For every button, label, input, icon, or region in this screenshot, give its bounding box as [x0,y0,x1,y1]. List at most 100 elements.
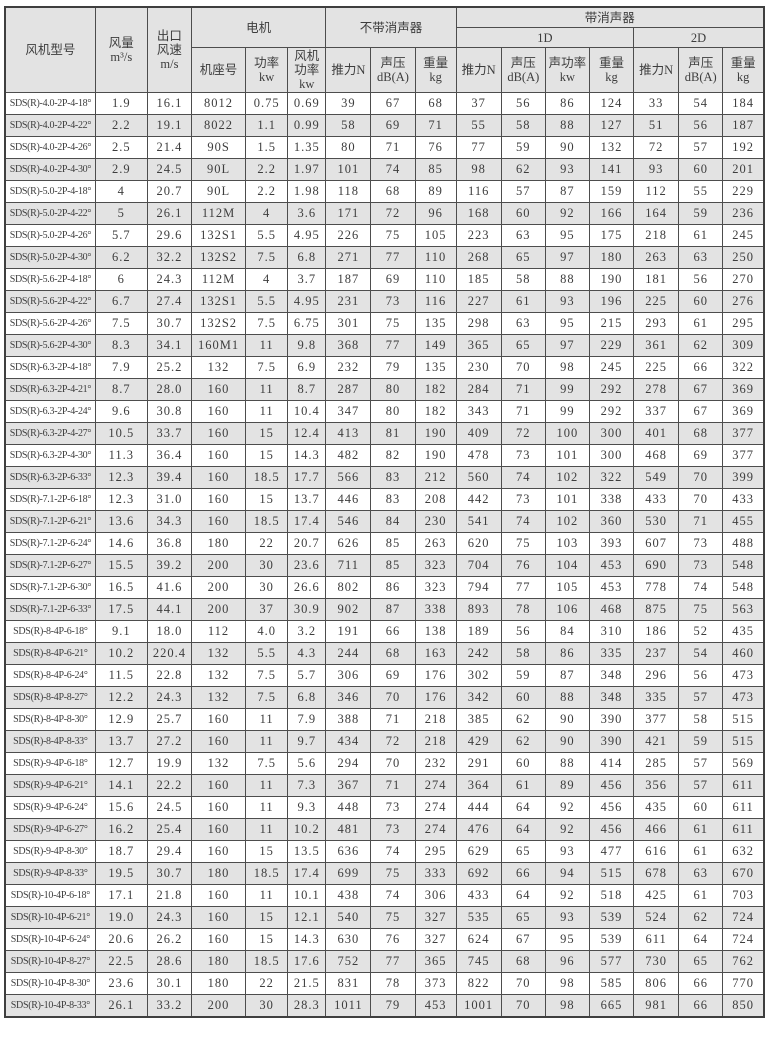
value-cell: 87 [370,598,416,621]
value-cell: 176 [414,664,457,687]
table-row: SDS(R)-9-4P-8-33° 19.5 30.7 180 18.5 17.4 699 7… [4,862,765,885]
value-cell: 13.7 [287,488,327,511]
value-cell: 149 [414,334,457,357]
value-cell: 32.2 [146,246,192,269]
value-cell: 29.6 [146,224,192,247]
model-cell: SDS(R)-8-4P-6-21° [4,642,96,665]
value-cell: 10.4 [287,400,327,423]
value-cell: 73 [678,532,724,555]
model-cell: SDS(R)-6.3-2P-4-18° [4,356,96,379]
value-cell: 96 [414,202,457,225]
table-row: SDS(R)-8-4P-8-27° 12.2 24.3 132 7.5 6.8 346 70 1… [4,686,765,709]
value-cell: 12.2 [94,686,148,709]
value-cell: 4 [245,268,289,291]
value-cell: 132S1 [190,290,247,313]
value-cell: 160 [190,730,247,753]
value-cell: 92 [544,796,590,819]
value-cell: 15.6 [94,796,148,819]
value-cell: 690 [633,554,680,577]
value-cell: 348 [588,686,635,709]
value-cell: 67 [500,928,546,951]
value-cell: 284 [455,378,502,401]
value-cell: 5.6 [287,752,327,775]
value-cell: 388 [325,708,372,731]
value-cell: 30.9 [287,598,327,621]
value-cell: 166 [588,202,635,225]
value-cell: 196 [588,290,635,313]
value-cell: 60 [500,686,546,709]
value-cell: 63 [500,224,546,247]
value-cell: 460 [722,642,765,665]
value-cell: 8022 [190,114,247,137]
value-cell: 806 [633,972,680,995]
value-cell: 61 [678,312,724,335]
value-cell: 70 [678,488,724,511]
model-cell: SDS(R)-10-4P-8-30° [4,972,96,995]
col-header-sound-pressure-1d: 声压 dB(A) [500,47,546,93]
value-cell: 65 [500,840,546,863]
value-cell: 58 [500,268,546,291]
value-cell: 69 [370,114,416,137]
value-cell: 322 [588,466,635,489]
value-cell: 56 [500,620,546,643]
table-row: SDS(R)-8-4P-6-18° 9.1 18.0 112 4.0 3.2 191 66 13… [4,620,765,643]
value-cell: 187 [325,268,372,291]
value-cell: 434 [325,730,372,753]
value-cell: 118 [325,180,372,203]
value-cell: 15 [245,840,289,863]
table-header: 风机型号 风量 m³/s 出口 风速 m/s 电机 不带消声器 带消声器 1D … [4,6,765,93]
value-cell: 611 [722,796,765,819]
value-cell: 1001 [455,994,502,1018]
value-cell: 360 [588,510,635,533]
value-cell: 611 [722,818,765,841]
value-cell: 52 [678,620,724,643]
table-row: SDS(R)-4.0-2P-4-18° 1.9 16.1 8012 0.75 0.69 39… [4,92,765,115]
value-cell: 636 [325,840,372,863]
value-cell: 75 [500,532,546,555]
value-cell: 73 [370,818,416,841]
table-row: SDS(R)-5.6-2P-4-26° 7.5 30.7 132S2 7.5 6.75 30… [4,312,765,335]
value-cell: 327 [414,906,457,929]
value-cell: 18.5 [245,862,289,885]
value-cell: 200 [190,576,247,599]
value-cell: 295 [414,840,457,863]
value-cell: 58 [325,114,372,137]
value-cell: 58 [678,708,724,731]
value-cell: 55 [678,180,724,203]
value-cell: 69 [370,664,416,687]
value-cell: 762 [722,950,765,973]
value-cell: 39.2 [146,554,192,577]
value-cell: 55 [455,114,502,137]
value-cell: 268 [455,246,502,269]
model-cell: SDS(R)-5.6-2P-4-26° [4,312,96,335]
value-cell: 79 [370,356,416,379]
value-cell: 1011 [325,994,372,1018]
value-cell: 13.6 [94,510,148,533]
value-cell: 74 [500,510,546,533]
value-cell: 25.7 [146,708,192,731]
value-cell: 9.6 [94,400,148,423]
value-cell: 101 [544,488,590,511]
value-cell: 71 [678,510,724,533]
col-header-thrust-2d: 推力N [633,47,680,93]
value-cell: 453 [588,554,635,577]
value-cell: 3.7 [287,268,327,291]
value-cell: 54 [678,92,724,115]
model-cell: SDS(R)-5.0-2P-4-26° [4,224,96,247]
value-cell: 30.1 [146,972,192,995]
value-cell: 301 [325,312,372,335]
value-cell: 79 [370,994,416,1018]
value-cell: 346 [325,686,372,709]
value-cell: 30.8 [146,400,192,423]
value-cell: 76 [370,928,416,951]
value-cell: 300 [588,444,635,467]
value-cell: 66 [370,620,416,643]
col-header-weight-no-silencer: 重量 kg [414,47,457,93]
value-cell: 6.8 [287,686,327,709]
model-cell: SDS(R)-7.1-2P-6-18° [4,488,96,511]
value-cell: 227 [455,290,502,313]
value-cell: 21.4 [146,136,192,159]
value-cell: 71 [414,114,457,137]
value-cell: 34.1 [146,334,192,357]
table-row: SDS(R)-10-4P-6-21° 19.0 24.3 160 15 12.1 540 75… [4,906,765,929]
